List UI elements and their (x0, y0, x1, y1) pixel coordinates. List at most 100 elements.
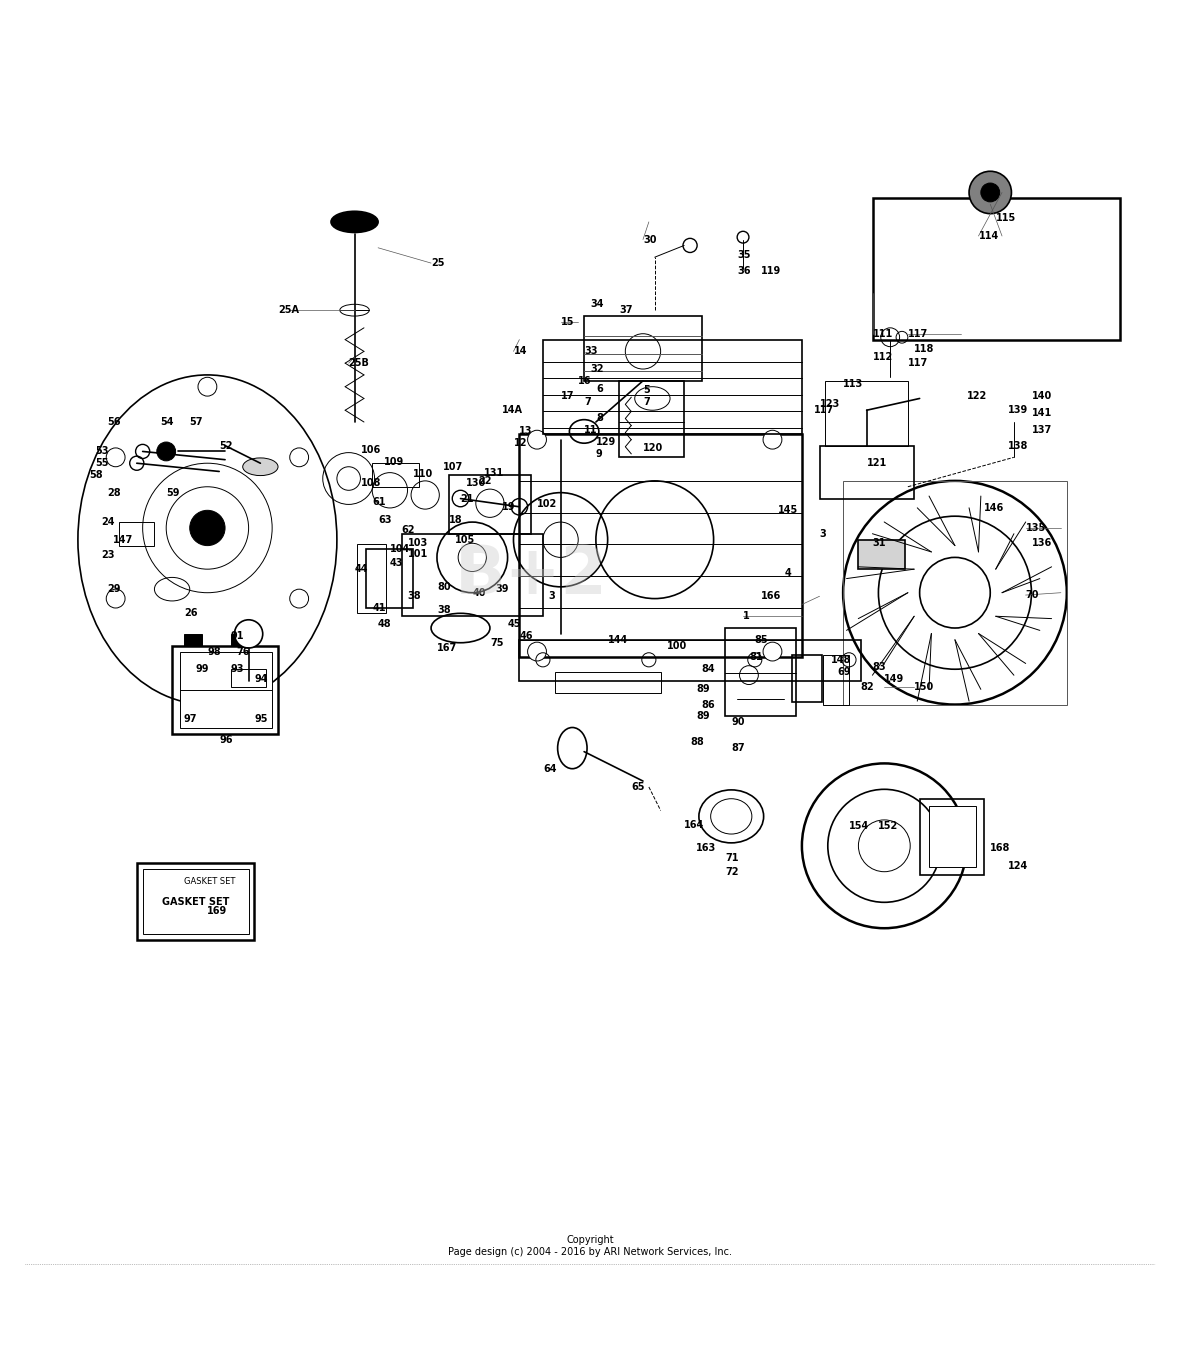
Text: 26: 26 (184, 607, 197, 618)
Text: 82: 82 (860, 682, 874, 692)
Text: 33: 33 (584, 346, 597, 357)
Text: 7: 7 (584, 396, 591, 407)
Text: 55: 55 (96, 458, 109, 469)
Circle shape (527, 642, 546, 661)
Text: 144: 144 (608, 635, 628, 644)
Bar (372, 463, 419, 486)
Text: 87: 87 (732, 744, 745, 753)
Bar (519, 433, 802, 658)
Circle shape (981, 183, 999, 202)
Text: 34: 34 (590, 300, 603, 309)
Text: 15: 15 (560, 317, 573, 327)
Bar (448, 475, 531, 534)
Text: 88: 88 (690, 737, 703, 748)
Text: GASKET SET: GASKET SET (184, 877, 235, 885)
Text: 117: 117 (907, 358, 929, 368)
Text: 71: 71 (726, 853, 739, 862)
Text: 21: 21 (460, 493, 474, 504)
Text: 110: 110 (413, 469, 434, 479)
Text: 53: 53 (96, 447, 109, 456)
Text: 114: 114 (978, 232, 998, 241)
Text: 106: 106 (360, 445, 381, 455)
Text: 102: 102 (537, 500, 557, 509)
Text: 29: 29 (107, 584, 120, 594)
Circle shape (763, 642, 782, 661)
Text: 141: 141 (1031, 407, 1051, 418)
Text: 99: 99 (196, 665, 209, 674)
Bar (543, 339, 802, 433)
Text: 97: 97 (184, 714, 197, 723)
Text: 150: 150 (913, 682, 935, 692)
Text: 5: 5 (643, 385, 650, 395)
Circle shape (190, 511, 225, 546)
Text: 18: 18 (448, 515, 463, 524)
Text: 58: 58 (90, 470, 104, 479)
Bar (519, 640, 860, 681)
Text: 117: 117 (814, 406, 834, 415)
Text: 149: 149 (884, 674, 905, 684)
Text: 36: 36 (738, 267, 750, 276)
Text: 61: 61 (372, 497, 386, 507)
Bar (119, 522, 155, 546)
Text: 23: 23 (101, 550, 114, 560)
Text: 166: 166 (761, 591, 781, 601)
Text: 154: 154 (848, 821, 870, 831)
Bar (820, 445, 913, 498)
Text: 64: 64 (543, 764, 557, 774)
Text: 109: 109 (384, 458, 405, 467)
Bar (555, 671, 661, 693)
Text: 72: 72 (726, 866, 739, 877)
Text: 118: 118 (913, 345, 935, 354)
Text: 9: 9 (596, 449, 603, 459)
Text: 6: 6 (596, 384, 603, 394)
Bar (184, 633, 202, 646)
Bar (824, 655, 848, 704)
Bar (919, 798, 984, 876)
Text: Copyright: Copyright (566, 1235, 614, 1245)
Circle shape (527, 430, 546, 449)
Bar (929, 806, 976, 868)
Text: 89: 89 (696, 711, 709, 722)
Text: 3: 3 (820, 528, 826, 539)
Text: 104: 104 (389, 545, 411, 554)
Text: 96: 96 (219, 735, 232, 745)
Text: 135: 135 (1025, 523, 1045, 533)
Text: 12: 12 (513, 439, 527, 448)
Text: 31: 31 (872, 538, 886, 549)
Text: 123: 123 (820, 399, 840, 410)
Text: 91: 91 (231, 631, 244, 642)
Text: Page design (c) 2004 - 2016 by ARI Network Services, Inc.: Page design (c) 2004 - 2016 by ARI Netwo… (448, 1248, 732, 1257)
Text: 32: 32 (590, 364, 603, 375)
Text: 95: 95 (255, 714, 268, 723)
Text: 115: 115 (996, 214, 1016, 223)
Text: 101: 101 (407, 549, 428, 558)
Circle shape (157, 443, 176, 460)
Text: 4: 4 (785, 568, 791, 577)
Text: 146: 146 (984, 503, 1004, 513)
Text: 65: 65 (631, 782, 644, 791)
Text: 121: 121 (866, 458, 887, 469)
Bar (826, 381, 907, 445)
Text: 56: 56 (107, 417, 120, 428)
Text: 112: 112 (872, 353, 893, 362)
Text: 69: 69 (838, 666, 851, 677)
Circle shape (763, 430, 782, 449)
Text: 90: 90 (732, 718, 745, 727)
Text: 105: 105 (454, 535, 474, 545)
Bar (620, 381, 684, 458)
Text: 59: 59 (166, 488, 179, 497)
Text: 130: 130 (466, 478, 486, 488)
Text: 85: 85 (755, 635, 768, 644)
Text: B+2: B+2 (454, 542, 608, 607)
Bar (843, 481, 1067, 704)
Text: 57: 57 (190, 417, 203, 428)
Circle shape (969, 172, 1011, 214)
Text: 83: 83 (872, 662, 886, 671)
Text: 168: 168 (990, 843, 1010, 853)
Circle shape (858, 820, 910, 872)
Text: 3: 3 (549, 591, 556, 601)
Text: 140: 140 (1031, 391, 1051, 402)
Text: 48: 48 (378, 620, 392, 629)
Text: 137: 137 (1031, 425, 1051, 436)
Text: 63: 63 (378, 515, 392, 524)
